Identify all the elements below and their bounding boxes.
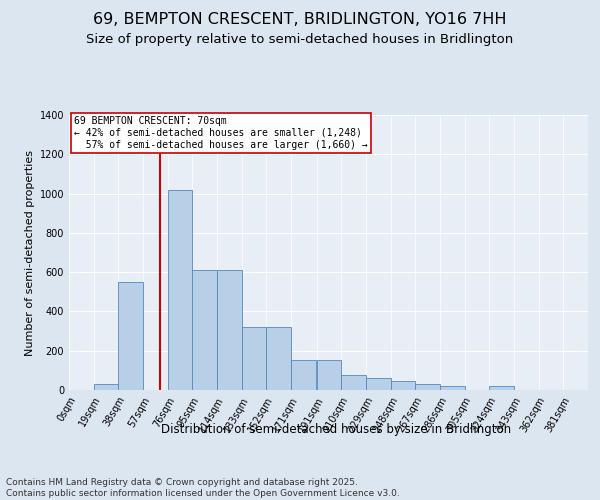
Text: 69, BEMPTON CRESCENT, BRIDLINGTON, YO16 7HH: 69, BEMPTON CRESCENT, BRIDLINGTON, YO16 … — [93, 12, 507, 28]
Bar — [118, 282, 143, 390]
Bar — [291, 360, 316, 390]
Bar — [242, 327, 266, 390]
Bar — [192, 270, 217, 390]
Bar — [94, 384, 118, 390]
Bar — [266, 327, 291, 390]
Text: Contains HM Land Registry data © Crown copyright and database right 2025.
Contai: Contains HM Land Registry data © Crown c… — [6, 478, 400, 498]
Y-axis label: Number of semi-detached properties: Number of semi-detached properties — [25, 150, 35, 356]
Text: Size of property relative to semi-detached houses in Bridlington: Size of property relative to semi-detach… — [86, 32, 514, 46]
Text: Distribution of semi-detached houses by size in Bridlington: Distribution of semi-detached houses by … — [161, 422, 511, 436]
Text: 69 BEMPTON CRESCENT: 70sqm
← 42% of semi-detached houses are smaller (1,248)
  5: 69 BEMPTON CRESCENT: 70sqm ← 42% of semi… — [74, 116, 368, 150]
Bar — [440, 386, 465, 390]
Bar — [415, 384, 440, 390]
Bar — [490, 386, 514, 390]
Bar — [391, 381, 415, 390]
Bar — [317, 360, 341, 390]
Bar — [366, 378, 391, 390]
Bar — [341, 376, 366, 390]
Bar — [217, 270, 242, 390]
Bar — [167, 190, 192, 390]
